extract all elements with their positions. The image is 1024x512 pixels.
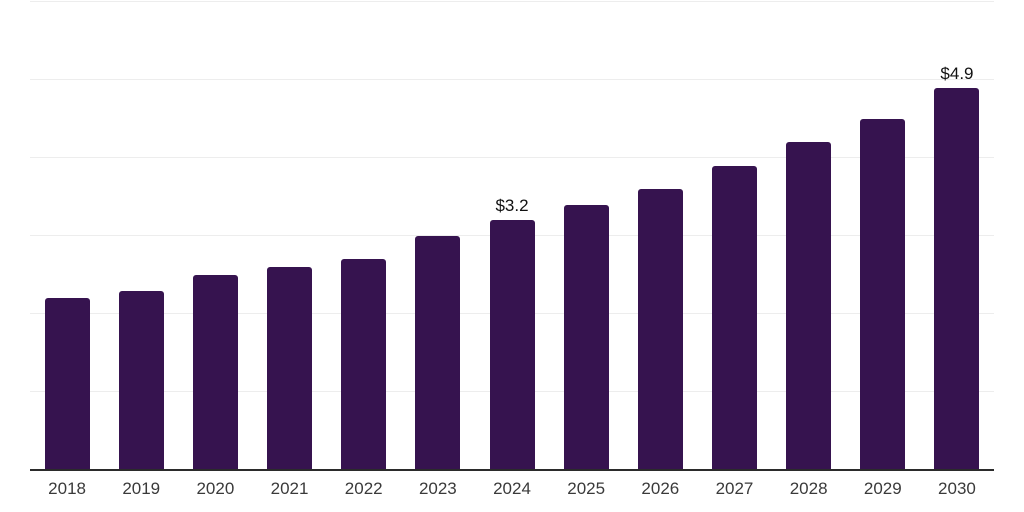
bar-column: $3.2 — [475, 0, 549, 470]
bar-column — [327, 0, 401, 470]
x-tick-label: 2029 — [863, 479, 902, 498]
bar — [489, 220, 535, 470]
bar — [637, 189, 683, 470]
bar — [563, 205, 609, 470]
x-tick-label: 2019 — [122, 479, 161, 498]
x-tick-label: 2018 — [48, 479, 86, 498]
bar-column — [623, 0, 697, 470]
gridline — [30, 1, 994, 2]
x-axis-tick-labels: 2018 2019 2020 2021 2022 2023 2024 2025 2026 2027… — [30, 479, 994, 499]
bar — [118, 291, 164, 470]
bar — [267, 267, 313, 470]
gridline — [30, 79, 994, 80]
bar — [341, 259, 387, 470]
x-tick-label: 2022 — [344, 479, 383, 498]
bar — [44, 298, 90, 470]
bar-column — [846, 0, 920, 470]
bar-column — [549, 0, 623, 470]
bar — [934, 88, 980, 470]
bar-column — [401, 0, 475, 470]
x-tick-label: 2024 — [493, 479, 531, 498]
bar — [786, 142, 832, 470]
gridline — [30, 157, 994, 158]
bar-column — [772, 0, 846, 470]
bar — [711, 166, 757, 470]
plot-area: $3.2 $4.9 — [30, 0, 994, 471]
x-tick-label: 2026 — [641, 479, 680, 498]
bar-value-label: $4.9 — [940, 64, 974, 83]
bar-column — [252, 0, 326, 470]
bar-column — [30, 0, 104, 470]
x-tick-label: 2030 — [938, 479, 976, 498]
bar-column — [697, 0, 771, 470]
bar — [860, 119, 906, 470]
x-tick-label: 2021 — [270, 479, 309, 498]
x-axis-line — [30, 469, 994, 471]
x-tick-label: 2020 — [196, 479, 235, 498]
x-tick-label: 2025 — [567, 479, 606, 498]
x-tick-label: 2028 — [789, 479, 828, 498]
bar — [192, 275, 238, 470]
bar-column — [104, 0, 178, 470]
bar-column — [178, 0, 252, 470]
bar-series: $3.2 $4.9 — [30, 0, 994, 470]
bar-column: $4.9 — [920, 0, 994, 470]
x-tick-label: 2027 — [715, 479, 754, 498]
bar-value-label: $3.2 — [495, 196, 529, 215]
x-tick-label: 2023 — [418, 479, 457, 498]
bar — [415, 236, 461, 470]
